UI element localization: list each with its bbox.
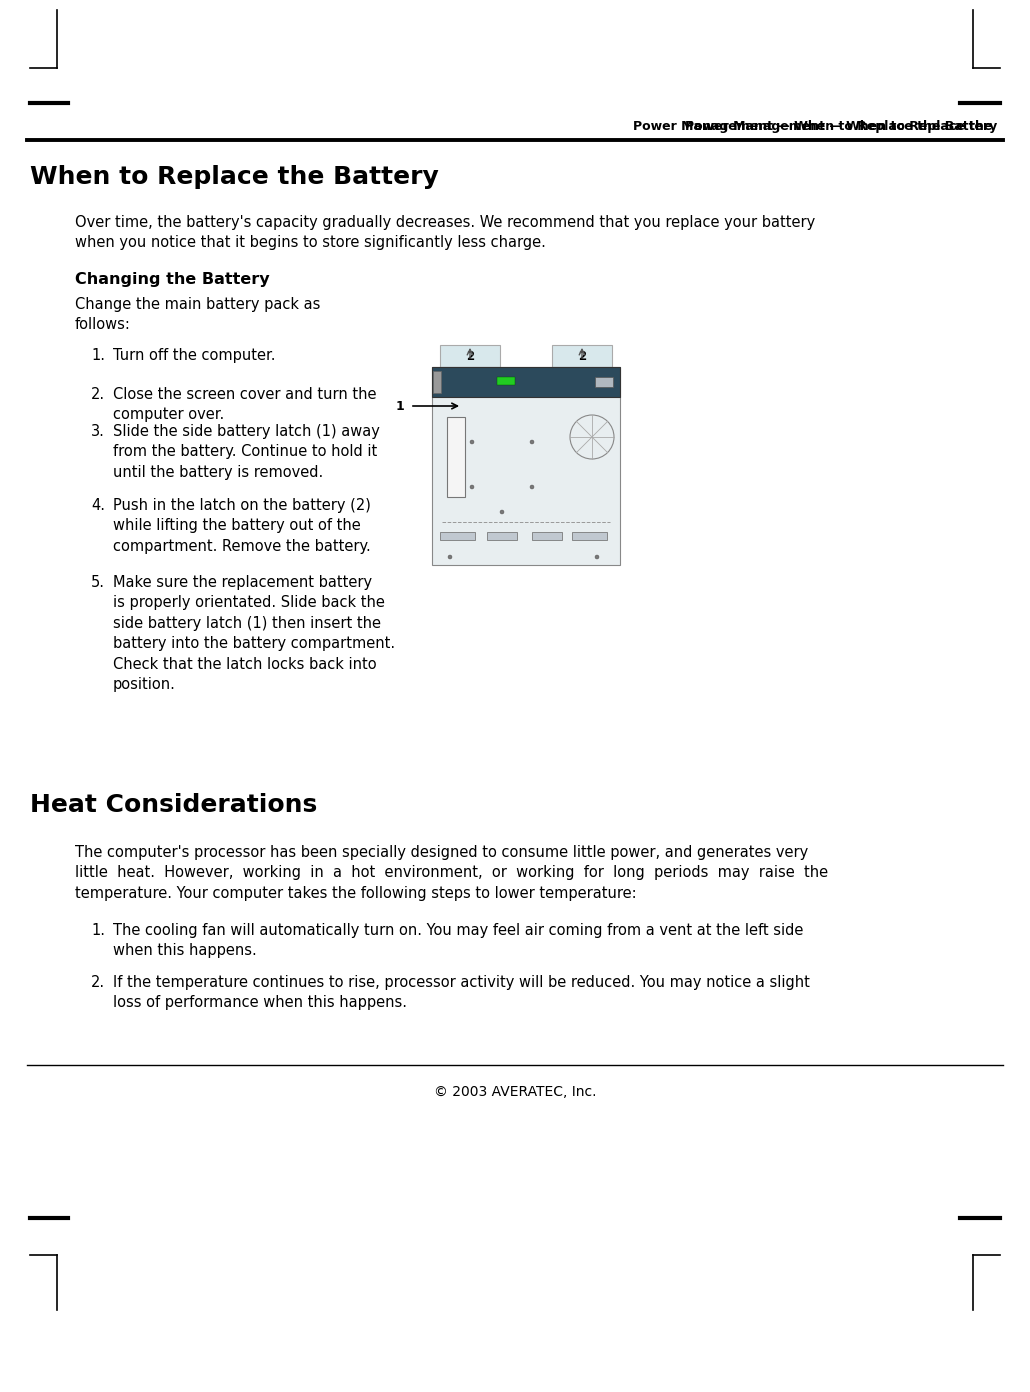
Text: Turn off the computer.: Turn off the computer. (113, 348, 275, 363)
Text: The computer's processor has been specially designed to consume little power, an: The computer's processor has been specia… (75, 845, 828, 901)
Bar (440, 345, 500, 367)
Text: 4.: 4. (91, 498, 105, 514)
Circle shape (470, 440, 474, 444)
Text: © 2003 AVERATEC, Inc.: © 2003 AVERATEC, Inc. (434, 1084, 596, 1100)
Text: Heat Considerations: Heat Considerations (30, 793, 317, 817)
Bar (572, 532, 607, 540)
Text: Push in the latch on the battery (2)
while lifting the battery out of the
compar: Push in the latch on the battery (2) whi… (113, 498, 371, 554)
Text: When to Replace the Battery: When to Replace the Battery (30, 166, 439, 189)
Text: 3.: 3. (91, 425, 105, 438)
Text: Make sure the replacement battery
is properly orientated. Slide back the
side ba: Make sure the replacement battery is pro… (113, 575, 396, 692)
Text: Change the main battery pack as
follows:: Change the main battery pack as follows: (75, 296, 320, 333)
Circle shape (530, 484, 534, 489)
Bar (432, 367, 620, 565)
Text: Over time, the battery's capacity gradually decreases. We recommend that you rep: Over time, the battery's capacity gradua… (75, 214, 816, 251)
Bar (497, 377, 515, 386)
Bar (533, 532, 562, 540)
Bar (433, 372, 441, 393)
Bar (440, 532, 475, 540)
Circle shape (448, 555, 452, 560)
Circle shape (530, 440, 534, 444)
Text: 1.: 1. (91, 348, 105, 363)
Text: 2: 2 (466, 349, 474, 362)
Bar (552, 345, 612, 367)
Text: Changing the Battery: Changing the Battery (75, 271, 270, 287)
Text: Power Management — When to Replace the Battery: Power Management — When to Replace the B… (632, 120, 997, 134)
Text: If the temperature continues to rise, processor activity will be reduced. You ma: If the temperature continues to rise, pr… (113, 974, 810, 1011)
Text: Power Management — When to Replace the: Power Management — When to Replace the (685, 120, 997, 134)
Text: 1: 1 (396, 400, 404, 412)
Text: 5.: 5. (91, 575, 105, 590)
Text: 2: 2 (578, 349, 586, 362)
Circle shape (470, 484, 474, 489)
Text: 1.: 1. (91, 923, 105, 938)
Circle shape (595, 555, 599, 560)
Bar (487, 532, 517, 540)
Bar (432, 367, 620, 397)
Bar (595, 377, 613, 387)
Text: Close the screen cover and turn the
computer over.: Close the screen cover and turn the comp… (113, 387, 377, 422)
Text: The cooling fan will automatically turn on. You may feel air coming from a vent : The cooling fan will automatically turn … (113, 923, 803, 959)
Text: Slide the side battery latch (1) away
from the battery. Continue to hold it
unti: Slide the side battery latch (1) away fr… (113, 425, 380, 480)
Circle shape (500, 509, 504, 514)
Text: 2.: 2. (91, 387, 105, 402)
Bar (447, 418, 465, 497)
Text: 2.: 2. (91, 974, 105, 990)
